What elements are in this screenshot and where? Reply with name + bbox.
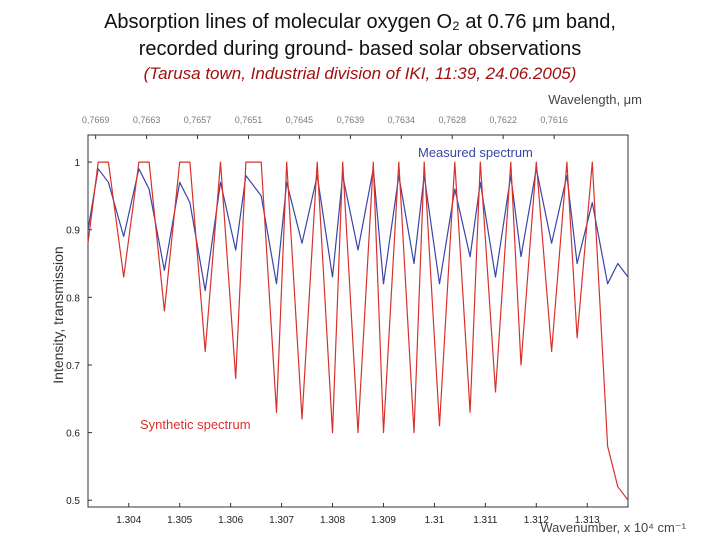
annotation-synthetic: Synthetic spectrum bbox=[140, 417, 251, 432]
top-tick-label: 0,7651 bbox=[235, 115, 263, 125]
x-tick-label: 1.308 bbox=[320, 515, 345, 526]
top-tick-label: 0,7634 bbox=[388, 115, 416, 125]
y-tick-label: 0.9 bbox=[66, 226, 80, 237]
top-tick-label: 0,7628 bbox=[438, 115, 466, 125]
top-tick-label: 0,7645 bbox=[286, 115, 314, 125]
y-tick-label: 0.5 bbox=[66, 496, 80, 507]
x-tick-label: 1.311 bbox=[473, 515, 498, 526]
series-layer bbox=[87, 161, 629, 501]
x-tick-label: 1.313 bbox=[575, 515, 600, 526]
y-axis-label: Intensity, transmission bbox=[50, 246, 66, 383]
top-axis-label: Wavelength, μm bbox=[548, 92, 642, 107]
title-text: Absorption lines of molecular oxygen O₂ … bbox=[104, 11, 616, 33]
x-tick-label: 1.304 bbox=[116, 515, 141, 526]
top-tick-label: 0,7657 bbox=[184, 115, 212, 125]
plot-area bbox=[87, 134, 629, 508]
annotation-measured: Measured spectrum bbox=[418, 145, 533, 160]
x-tick-label: 1.307 bbox=[269, 515, 294, 526]
top-tick-label: 0,7616 bbox=[540, 115, 568, 125]
synthetic-spectrum-line bbox=[87, 161, 629, 501]
top-tick-label: 0,7663 bbox=[133, 115, 161, 125]
y-tick-label: 0.7 bbox=[66, 361, 80, 372]
top-tick-label: 0,7669 bbox=[82, 115, 110, 125]
top-tick-label: 0,7622 bbox=[489, 115, 517, 125]
tick-layer: 1.304 1.305 1.306 1.307 1.308 1.309 1.31 1.311 1… bbox=[66, 115, 600, 526]
x-axis-label: Wavenumber, x 10⁴ cm⁻¹ bbox=[540, 520, 686, 535]
x-tick-label: 1.309 bbox=[371, 515, 396, 526]
page-title-line-2: recorded during ground- based solar obse… bbox=[138, 38, 582, 60]
x-tick-label: 1.305 bbox=[167, 515, 192, 526]
x-tick-label: 1.306 bbox=[218, 515, 243, 526]
y-tick-label: 1 bbox=[74, 158, 80, 169]
page-title-line-1: Absorption lines of molecular oxygen O₂ … bbox=[0, 10, 720, 34]
y-tick-label: 0.8 bbox=[66, 293, 80, 304]
top-tick-label: 0,7639 bbox=[337, 115, 365, 125]
page-subtitle: (Tarusa town, Industrial division of IKI… bbox=[143, 64, 577, 83]
x-tick-label: 1.312 bbox=[524, 515, 549, 526]
x-tick-label: 1.31 bbox=[425, 515, 445, 526]
y-tick-label: 0.6 bbox=[66, 429, 80, 440]
